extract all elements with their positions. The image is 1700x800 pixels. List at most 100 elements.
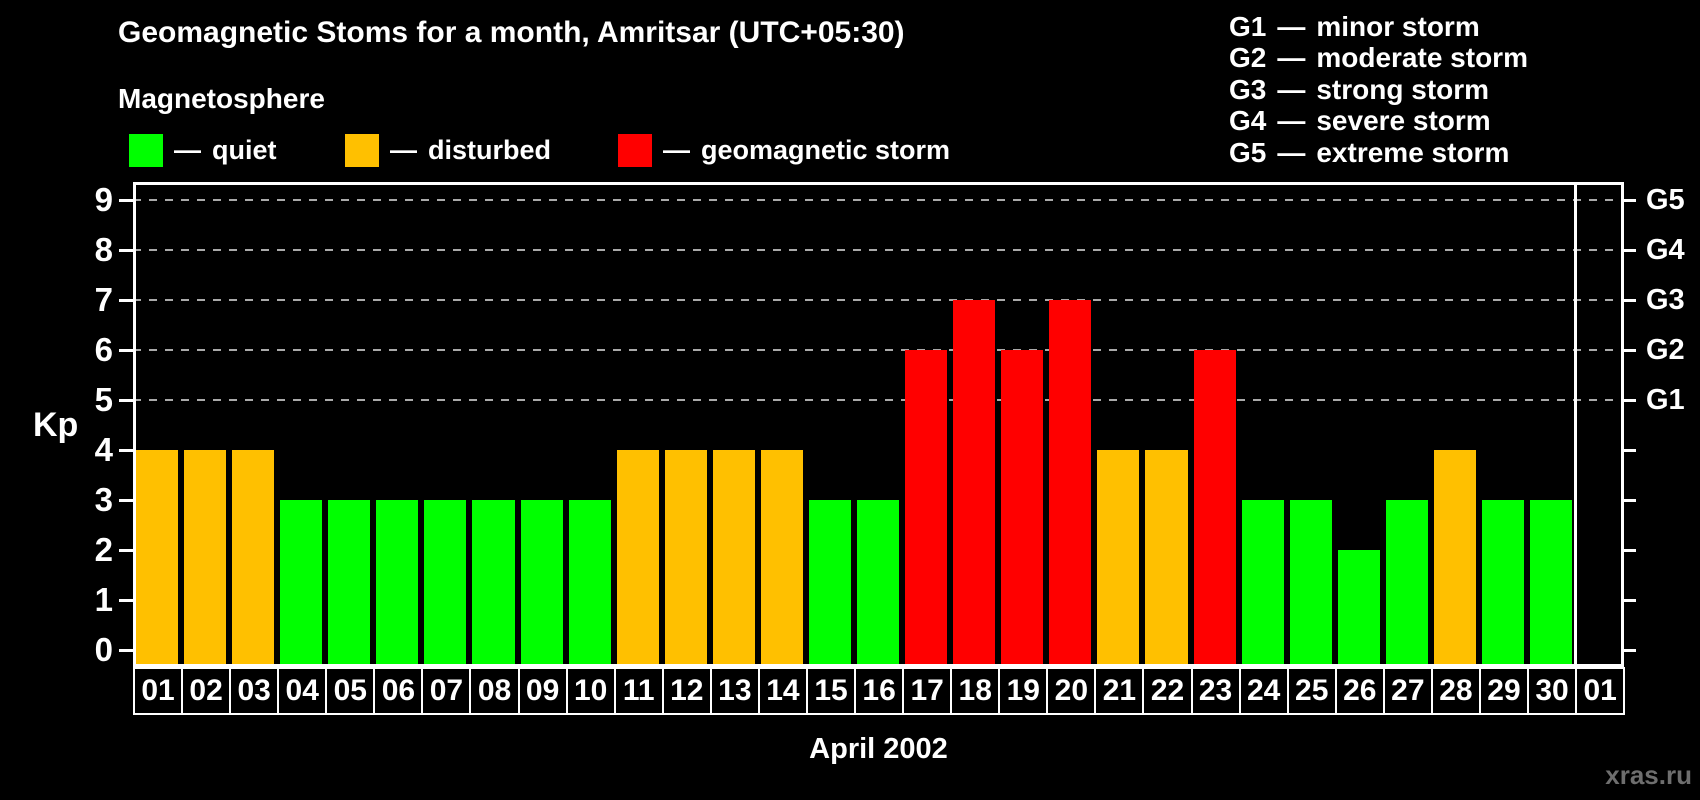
bar-day-03 <box>232 450 275 667</box>
day-label-cell-07: 07 <box>421 667 472 715</box>
day-label-cell-24: 24 <box>1238 667 1289 715</box>
bar-day-17 <box>905 350 948 667</box>
day-label-cell-20: 20 <box>1046 667 1097 715</box>
bar-day-08 <box>472 500 515 667</box>
g-legend-line-g3: G3 — strong storm <box>1229 74 1528 106</box>
y-tick-right-3 <box>1624 498 1636 502</box>
day-label-cell-16: 16 <box>854 667 905 715</box>
bar-day-11 <box>616 450 659 667</box>
g-axis-label-g1: G1 <box>1646 384 1685 416</box>
legend-label: disturbed <box>428 134 552 165</box>
gridline-kp-7 <box>133 299 1624 301</box>
day-label-cell-09: 09 <box>517 667 568 715</box>
bar-day-13 <box>712 450 755 667</box>
next-month-separator <box>1573 182 1577 667</box>
day-label-cell-26: 26 <box>1334 667 1385 715</box>
legend-item-storm: — geomagnetic storm <box>618 133 950 167</box>
g-scale-legend: G1 — minor storm G2 — moderate storm G3 … <box>1229 11 1528 169</box>
legend-label: quiet <box>212 134 277 165</box>
bar-day-29 <box>1481 500 1525 667</box>
y-tick-left-2 <box>119 548 133 552</box>
day-label-cell-19: 19 <box>998 667 1049 715</box>
g-desc: strong storm <box>1316 73 1490 105</box>
bar-day-06 <box>376 500 419 667</box>
g-legend-line-g2: G2 — moderate storm <box>1229 42 1528 75</box>
y-tick-label-8: 8 <box>94 231 113 268</box>
legend-item-quiet: — quiet <box>129 133 277 167</box>
bar-day-20 <box>1049 300 1092 667</box>
g-desc: severe storm <box>1316 105 1491 137</box>
g-legend-line-g5: G5 — extreme storm <box>1229 137 1528 169</box>
bar-day-22 <box>1145 450 1188 667</box>
bar-day-12 <box>664 450 707 667</box>
y-tick-label-6: 6 <box>94 331 113 368</box>
g-code: G2 <box>1229 42 1267 74</box>
day-label-cell-next-01: 01 <box>1575 667 1626 715</box>
day-label-cell-18: 18 <box>950 667 1001 715</box>
day-label-cell-03: 03 <box>229 667 280 715</box>
day-label-cell-11: 11 <box>613 667 664 715</box>
bar-day-15 <box>808 500 852 667</box>
y-tick-right-8 <box>1624 248 1636 252</box>
watermark: xras.ru <box>1605 760 1692 790</box>
disturbed-color-swatch <box>345 133 379 167</box>
day-label-cell-21: 21 <box>1094 667 1145 715</box>
y-tick-right-6 <box>1624 348 1636 352</box>
g-desc: extreme storm <box>1316 136 1510 168</box>
day-label-cell-27: 27 <box>1382 667 1433 715</box>
bar-day-25 <box>1289 500 1332 667</box>
g-desc: moderate storm <box>1316 42 1528 74</box>
bar-day-26 <box>1337 550 1380 667</box>
y-tick-right-0 <box>1624 648 1636 652</box>
gridline-kp-6 <box>133 349 1624 351</box>
day-label-cell-01: 01 <box>133 667 184 715</box>
bar-day-10 <box>568 500 611 667</box>
y-tick-label-1: 1 <box>94 581 113 618</box>
bar-day-04 <box>280 500 323 667</box>
day-label-cell-12: 12 <box>661 667 712 715</box>
bar-day-24 <box>1241 500 1284 667</box>
g-axis-label-g4: G4 <box>1646 234 1685 266</box>
bar-day-02 <box>184 450 227 667</box>
day-label-cell-10: 10 <box>565 667 616 715</box>
y-tick-right-4 <box>1624 448 1636 452</box>
g-axis-label-g3: G3 <box>1646 284 1685 316</box>
bar-day-27 <box>1385 500 1428 667</box>
storm-color-swatch <box>618 133 652 167</box>
y-tick-left-3 <box>119 498 133 502</box>
bar-day-28 <box>1433 450 1476 667</box>
bar-day-18 <box>953 300 996 667</box>
day-label-cell-23: 23 <box>1190 667 1241 715</box>
g-code: G5 <box>1229 136 1267 168</box>
g-code: G3 <box>1229 73 1267 105</box>
g-separator: — <box>1277 136 1306 168</box>
day-label-cell-25: 25 <box>1286 667 1337 715</box>
legend-item-disturbed: — disturbed <box>345 133 551 167</box>
y-tick-left-1 <box>119 598 133 602</box>
day-label-cell-04: 04 <box>277 667 328 715</box>
gridline-kp-5 <box>133 399 1624 401</box>
day-label-cell-13: 13 <box>709 667 760 715</box>
bar-day-05 <box>328 500 371 667</box>
day-label-cell-14: 14 <box>757 667 808 715</box>
gridline-kp-9 <box>133 199 1624 201</box>
bar-day-07 <box>424 500 467 667</box>
day-label-cell-06: 06 <box>373 667 424 715</box>
g-desc: minor storm <box>1316 10 1480 42</box>
y-tick-label-5: 5 <box>94 381 113 418</box>
g-code: G1 <box>1229 10 1267 42</box>
legend-separator: — <box>390 134 417 165</box>
y-tick-right-7 <box>1624 298 1636 302</box>
x-axis-title: April 2002 <box>809 733 948 765</box>
bar-day-14 <box>760 450 803 667</box>
day-label-cell-17: 17 <box>902 667 953 715</box>
bar-day-09 <box>520 500 563 667</box>
g-axis-label-g5: G5 <box>1646 184 1685 216</box>
g-separator: — <box>1277 105 1306 137</box>
plot-area <box>133 182 1624 667</box>
g-separator: — <box>1277 42 1306 74</box>
bar-day-30 <box>1530 500 1573 667</box>
y-tick-label-0: 0 <box>94 631 113 668</box>
y-tick-label-7: 7 <box>94 281 113 318</box>
y-tick-label-9: 9 <box>94 181 113 218</box>
